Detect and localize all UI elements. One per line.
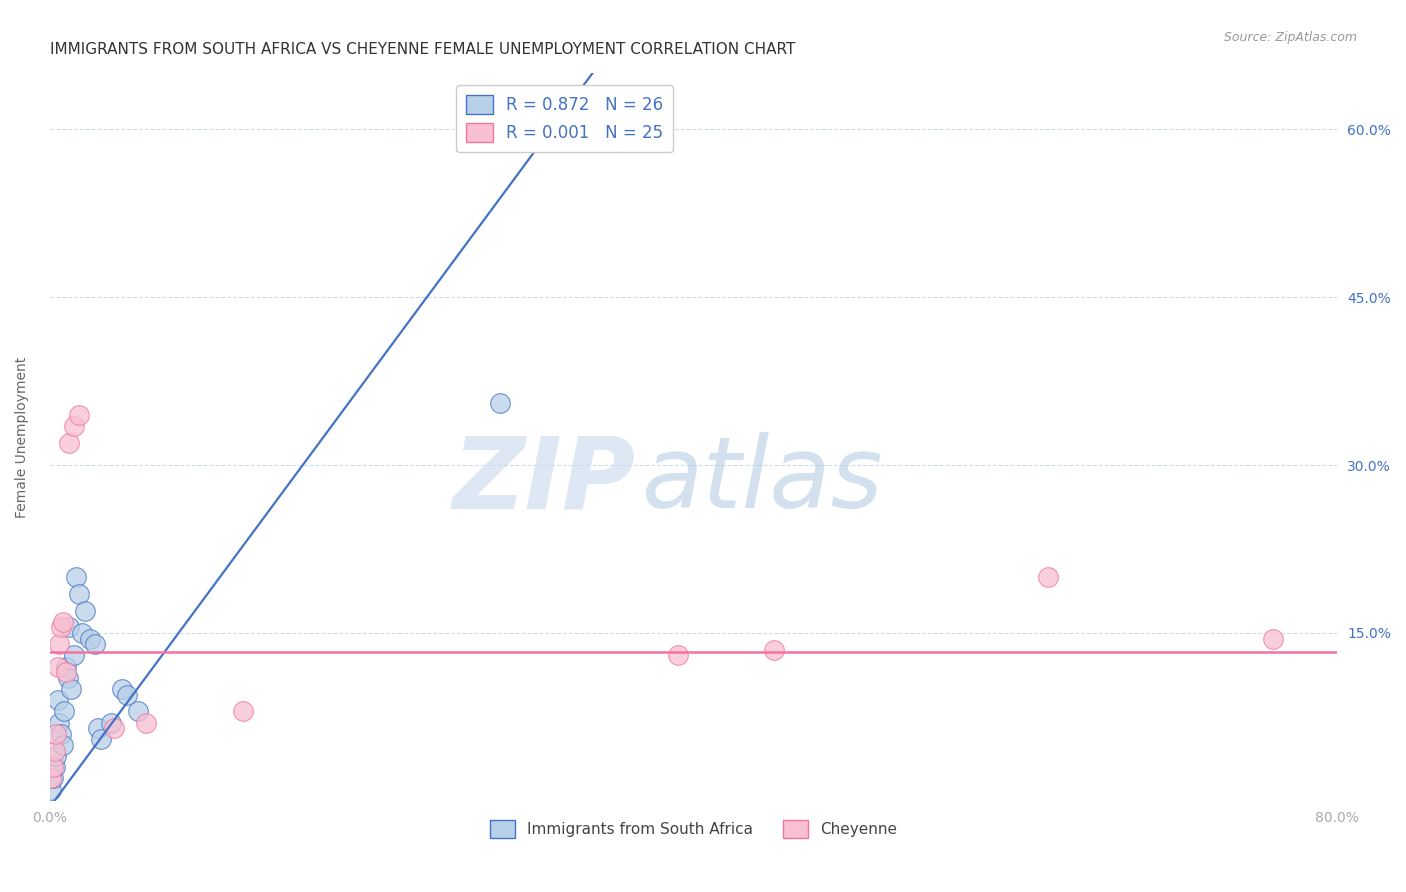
Point: [1036, 570, 1059, 584]
Legend: Immigrants from South Africa, Cheyenne: Immigrants from South Africa, Cheyenne: [484, 814, 903, 844]
Point: [1261, 632, 1284, 646]
Point: [90, 732, 112, 747]
Point: [100, 715, 122, 730]
Point: [59, 681, 82, 696]
Point: [75, 603, 97, 617]
Point: [63, 648, 86, 663]
Y-axis label: Female Unemployment: Female Unemployment: [15, 357, 30, 517]
Point: [44, 760, 66, 774]
Point: [49, 620, 72, 634]
Point: [67, 408, 90, 422]
Point: [48, 637, 70, 651]
Point: [489, 396, 512, 410]
Point: [83, 637, 105, 651]
Text: Source: ZipAtlas.com: Source: ZipAtlas.com: [1223, 31, 1357, 45]
Point: [41, 772, 63, 786]
Point: [58, 435, 80, 450]
Text: IMMIGRANTS FROM SOUTH AFRICA VS CHEYENNE FEMALE UNEMPLOYMENT CORRELATION CHART: IMMIGRANTS FROM SOUTH AFRICA VS CHEYENNE…: [49, 42, 796, 57]
Point: [763, 642, 786, 657]
Point: [58, 620, 80, 634]
Point: [111, 681, 134, 696]
Point: [70, 626, 93, 640]
Point: [67, 587, 90, 601]
Point: [48, 715, 70, 730]
Point: [79, 632, 101, 646]
Point: [232, 704, 254, 718]
Point: [56, 671, 79, 685]
Text: ZIP: ZIP: [453, 433, 636, 529]
Point: [55, 665, 77, 680]
Point: [45, 749, 67, 764]
Point: [55, 659, 77, 673]
Point: [115, 688, 138, 702]
Text: atlas: atlas: [643, 433, 884, 529]
Point: [46, 693, 69, 707]
Point: [63, 418, 86, 433]
Point: [87, 721, 110, 735]
Point: [41, 782, 63, 797]
Point: [666, 648, 689, 663]
Point: [42, 760, 65, 774]
Point: [65, 570, 87, 584]
Point: [135, 715, 157, 730]
Point: [103, 721, 125, 735]
Point: [42, 772, 65, 786]
Point: [127, 704, 149, 718]
Point: [46, 659, 69, 673]
Point: [53, 704, 76, 718]
Point: [45, 727, 67, 741]
Point: [49, 727, 72, 741]
Point: [44, 743, 66, 757]
Point: [52, 738, 75, 752]
Point: [52, 615, 75, 629]
